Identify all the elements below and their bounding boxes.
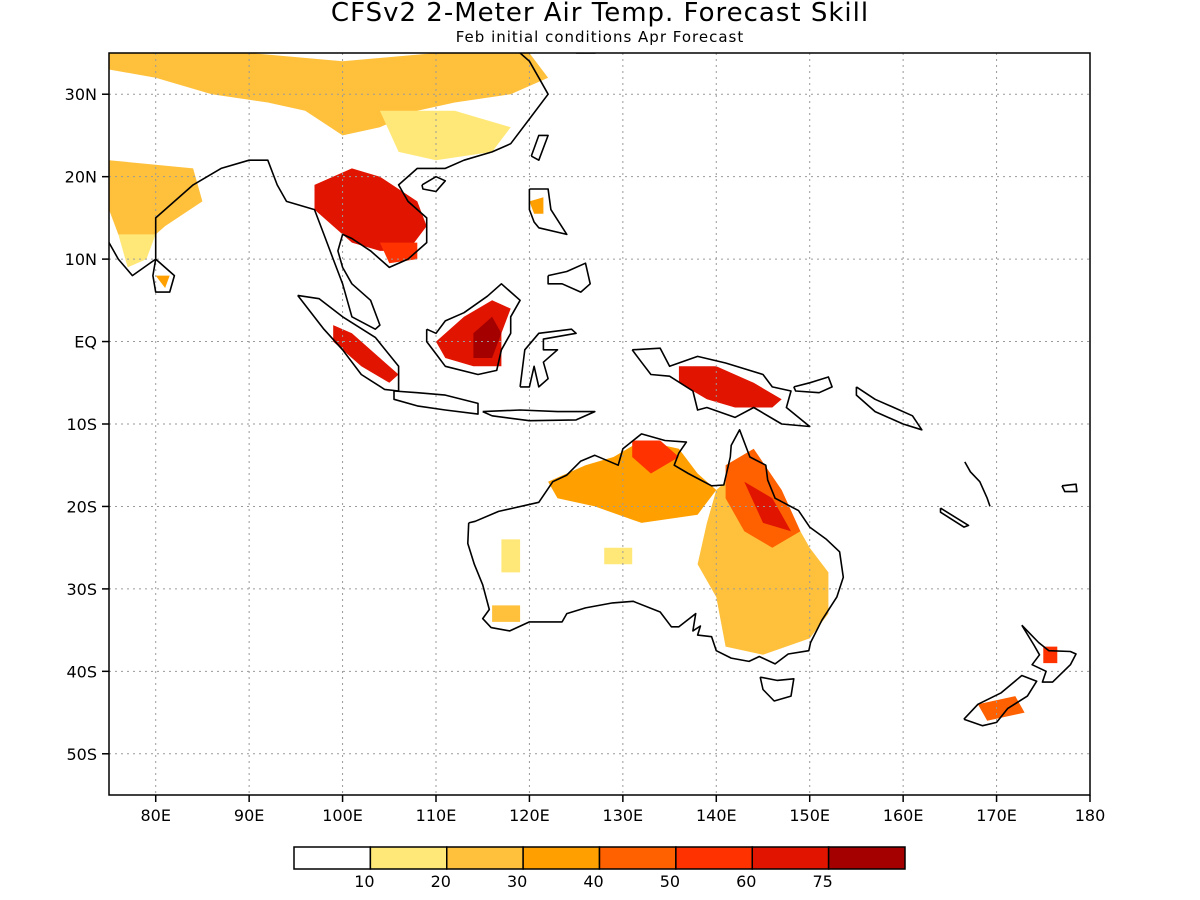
coastline-new-guinea	[631, 347, 811, 428]
skill-region-china-south	[379, 110, 511, 161]
coastline-tasmania	[759, 676, 795, 702]
chart-subtitle: Feb initial conditions Apr Forecast	[455, 28, 745, 46]
lon-tick-label: 110E	[416, 806, 457, 825]
skill-region-borneo-core	[473, 316, 502, 358]
coastline-sri-lanka	[152, 258, 176, 293]
coastline-java	[393, 390, 479, 415]
coastline-taiwan	[530, 134, 549, 161]
coastline-fiji	[1061, 483, 1078, 493]
colorbar-swatch	[522, 846, 601, 870]
lon-tick-label: 120E	[509, 806, 550, 825]
lon-tick-label: 90E	[234, 806, 264, 825]
lon-tick-label: 130E	[603, 806, 644, 825]
coastline-hainan	[421, 175, 447, 193]
coastline-vanuatu	[964, 461, 991, 507]
plot-frame	[108, 52, 1091, 796]
skill-region-sumatra	[333, 325, 399, 383]
skill-region-luzon	[529, 197, 544, 214]
skill-region-india-west	[109, 160, 203, 243]
skill-shading-layer	[109, 53, 1058, 721]
skill-region-aus-west-blob	[501, 539, 521, 573]
coastline-nz-north	[1021, 624, 1077, 683]
colorbar-label: 20	[431, 872, 451, 891]
coastline-philippines-mindanao	[547, 262, 592, 293]
lon-tick-label: 140E	[696, 806, 737, 825]
lon-tick-label: 170E	[976, 806, 1017, 825]
lat-tick-label: 10N	[65, 250, 97, 269]
coastlines-layer	[109, 53, 1078, 727]
skill-region-nz-north	[1043, 646, 1058, 664]
colorbar-label: 10	[354, 872, 374, 891]
colorbar-label: 30	[507, 872, 527, 891]
lon-tick-label: 160E	[883, 806, 924, 825]
skill-region-nz-south	[977, 696, 1025, 721]
skill-region-tibet-china	[109, 53, 549, 136]
coastline-australia	[466, 428, 845, 665]
lat-tick-label: EQ	[74, 333, 97, 352]
coastline-new-britain	[793, 376, 833, 394]
coastline-nz-south	[963, 674, 1038, 727]
lat-tick-label: 30S	[66, 580, 97, 599]
skill-region-vietnam-south	[379, 242, 418, 264]
skill-region-aus-north	[548, 440, 717, 523]
chart-title: CFSv2 2-Meter Air Temp. Forecast Skill	[330, 0, 870, 28]
colorbar: 10 20 30 40 50 60 75	[293, 846, 906, 891]
colorbar-label: 75	[812, 872, 832, 891]
coastline-lesser-sunda	[482, 409, 596, 422]
colorbar-swatch	[675, 846, 753, 870]
skill-region-indochina	[314, 168, 427, 251]
skill-region-new-guinea	[678, 366, 782, 408]
coastline-philippines-luzon	[528, 188, 568, 236]
lon-tick-label: 100E	[322, 806, 363, 825]
skill-region-aus-qld-peak	[744, 481, 791, 532]
lon-tick-label: 180	[1075, 806, 1106, 825]
colorbar-swatch	[598, 846, 677, 870]
coastline-sulawesi	[519, 328, 577, 388]
grid-lines	[109, 53, 1090, 795]
lon-tick-label: 150E	[789, 806, 830, 825]
lat-tick-label: 50S	[66, 745, 97, 764]
colorbar-label: 60	[736, 872, 756, 891]
lat-tick-label: 40S	[66, 662, 97, 681]
skill-region-aus-top-end	[632, 440, 679, 474]
colorbar-label: 50	[660, 872, 680, 891]
coastline-borneo	[425, 282, 521, 376]
colorbar-swatch	[751, 846, 830, 870]
colorbar-swatch	[446, 846, 524, 870]
lat-tick-label: 30N	[65, 85, 97, 104]
lat-tick-label: 20S	[66, 497, 97, 516]
coastline-new-caledonia	[939, 507, 970, 528]
colorbar-swatch	[369, 846, 448, 870]
colorbar-label: 40	[583, 872, 603, 891]
latitude-axis: 30N 20N 10N EQ 10S 20S 30S 40S 50S	[65, 85, 109, 764]
lon-tick-label: 80E	[140, 806, 170, 825]
lat-tick-label: 20N	[65, 168, 97, 187]
lat-tick-label: 10S	[66, 415, 97, 434]
coastline-asia-mainland	[109, 53, 549, 331]
longitude-axis: 80E 90E 100E 110E 120E 130E 140E 150E 160E 170E 18…	[140, 795, 1105, 825]
colorbar-swatch	[293, 846, 372, 870]
skill-region-aus-sw	[492, 605, 521, 622]
colorbar-swatch	[827, 846, 906, 870]
skill-region-sri-lanka	[155, 275, 170, 288]
skill-region-aus-sw-blob	[604, 547, 633, 565]
coastline-solomon	[855, 386, 923, 431]
